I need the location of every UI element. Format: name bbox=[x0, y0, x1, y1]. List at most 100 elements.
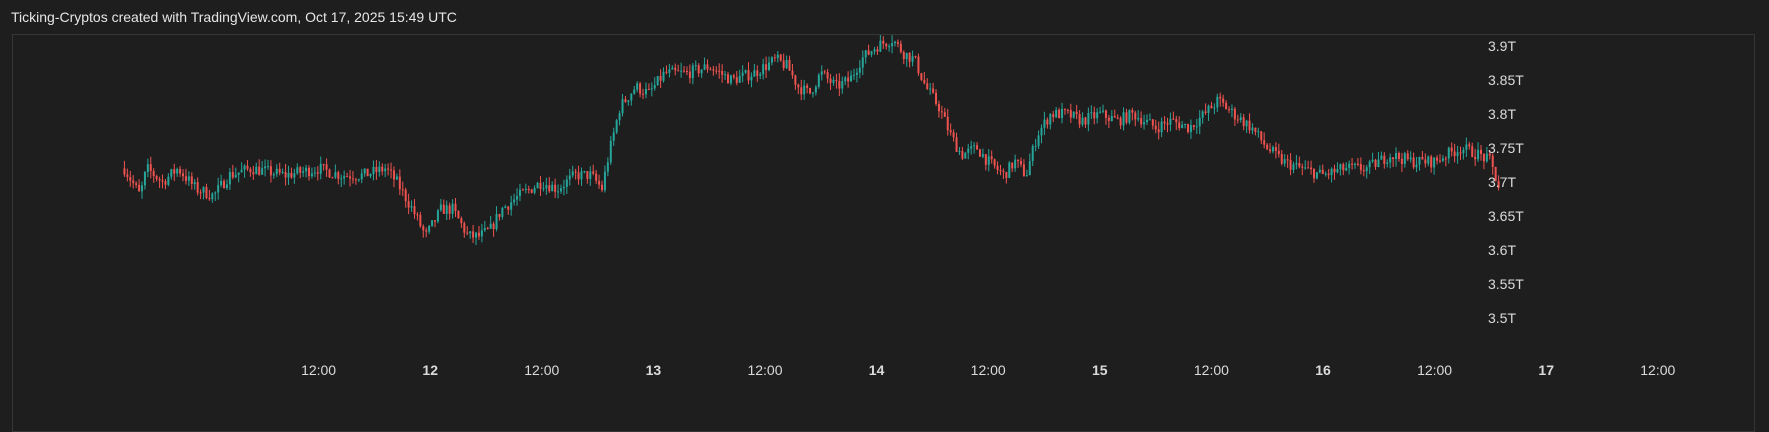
candle-down bbox=[1406, 153, 1409, 160]
candle-up bbox=[987, 156, 990, 165]
candle-up bbox=[513, 199, 516, 203]
candle-down bbox=[996, 165, 999, 171]
candle-down bbox=[231, 172, 234, 178]
candlestick-chart[interactable]: 3.9T 3.85T 3.8T 3.75T 3.7T 3.65T 3.6T 3.55T 3.5T… bbox=[13, 35, 1754, 431]
candle-up bbox=[1371, 159, 1374, 162]
candle-down bbox=[149, 164, 152, 171]
candle-down bbox=[914, 56, 917, 58]
candle-up bbox=[264, 166, 267, 169]
price-axis[interactable]: 3.9T 3.85T 3.8T 3.75T 3.7T 3.65T 3.6T 3.55T 3.5T bbox=[1488, 38, 1524, 326]
candle-up bbox=[841, 81, 844, 89]
candle-up bbox=[668, 69, 671, 73]
time-tick-label: 17 bbox=[1538, 362, 1554, 378]
candle-down bbox=[1107, 117, 1110, 121]
candle-down bbox=[800, 87, 803, 95]
candle-up bbox=[958, 151, 961, 153]
candle-up bbox=[776, 54, 779, 58]
candle-down bbox=[1450, 147, 1453, 152]
candle-down bbox=[867, 50, 870, 55]
candles-layer bbox=[123, 35, 1500, 246]
candle-up bbox=[1090, 112, 1093, 114]
candle-down bbox=[1397, 153, 1400, 159]
candle-down bbox=[683, 70, 686, 72]
candle-down bbox=[1263, 140, 1266, 145]
candle-up bbox=[1031, 146, 1034, 162]
candle-down bbox=[647, 88, 650, 90]
candle-down bbox=[923, 79, 926, 84]
chart-panel[interactable]: 3.9T 3.85T 3.8T 3.75T 3.7T 3.65T 3.6T 3.55T 3.5T… bbox=[12, 34, 1755, 432]
candle-down bbox=[791, 70, 794, 76]
candle-down bbox=[823, 71, 826, 73]
candle-down bbox=[940, 111, 943, 113]
candle-up bbox=[431, 220, 434, 226]
candle-down bbox=[1066, 109, 1069, 111]
candle-down bbox=[182, 173, 185, 177]
candle-down bbox=[126, 174, 129, 178]
candle-up bbox=[1148, 119, 1151, 121]
time-tick-label: 13 bbox=[646, 362, 662, 378]
candle-down bbox=[896, 41, 899, 44]
candle-down bbox=[539, 182, 542, 189]
candle-down bbox=[577, 172, 580, 180]
candle-up bbox=[214, 192, 217, 194]
candle-up bbox=[167, 176, 170, 185]
candle-up bbox=[220, 180, 223, 186]
candle-down bbox=[1219, 96, 1222, 99]
candle-down bbox=[688, 71, 691, 79]
price-tick-label: 3.5T bbox=[1488, 310, 1516, 326]
candle-down bbox=[932, 88, 935, 93]
candle-down bbox=[404, 189, 407, 202]
candle-down bbox=[530, 189, 533, 193]
candle-down bbox=[1494, 166, 1497, 182]
candle-down bbox=[659, 76, 662, 81]
candle-up bbox=[1345, 167, 1348, 171]
candle-up bbox=[811, 92, 814, 94]
candle-up bbox=[266, 166, 269, 168]
time-tick-label: 12:00 bbox=[747, 362, 782, 378]
candle-down bbox=[1327, 173, 1330, 176]
candle-up bbox=[744, 70, 747, 73]
candle-up bbox=[1447, 147, 1450, 159]
candle-down bbox=[1312, 169, 1315, 179]
candle-down bbox=[1131, 110, 1134, 113]
candle-up bbox=[1087, 113, 1090, 125]
candle-down bbox=[732, 75, 735, 78]
candle-down bbox=[1453, 151, 1456, 157]
candle-up bbox=[753, 70, 756, 77]
candle-up bbox=[612, 132, 615, 141]
candle-up bbox=[1181, 124, 1184, 129]
candle-down bbox=[161, 180, 164, 182]
candle-up bbox=[1195, 126, 1198, 128]
candle-down bbox=[1254, 127, 1257, 132]
candle-up bbox=[636, 83, 639, 90]
candle-up bbox=[911, 56, 914, 62]
candle-down bbox=[949, 130, 952, 133]
candle-down bbox=[1459, 152, 1462, 154]
time-axis[interactable]: 12:00 12 12:00 13 12:00 14 12:00 15 12:00 16 12:00… bbox=[301, 362, 1675, 378]
candle-up bbox=[533, 188, 536, 193]
candle-down bbox=[1069, 110, 1072, 118]
candle-up bbox=[630, 93, 633, 101]
candle-down bbox=[1242, 117, 1245, 127]
candle-up bbox=[1096, 112, 1099, 119]
candle-down bbox=[1491, 155, 1494, 167]
candle-down bbox=[398, 176, 401, 190]
candle-up bbox=[436, 210, 439, 222]
time-tick-label: 12:00 bbox=[1194, 362, 1229, 378]
candle-down bbox=[1488, 153, 1491, 156]
candle-down bbox=[196, 182, 199, 193]
candle-up bbox=[1245, 120, 1248, 127]
candle-up bbox=[237, 172, 240, 175]
candle-down bbox=[1412, 157, 1415, 168]
candle-down bbox=[976, 145, 979, 150]
candle-up bbox=[363, 168, 366, 174]
candle-up bbox=[557, 191, 560, 193]
candle-up bbox=[357, 179, 360, 181]
candle-down bbox=[1222, 98, 1225, 103]
candle-up bbox=[814, 86, 817, 93]
candle-up bbox=[1386, 162, 1389, 164]
candle-down bbox=[712, 69, 715, 71]
price-tick-label: 3.8T bbox=[1488, 106, 1516, 122]
candle-up bbox=[1271, 147, 1274, 152]
candle-up bbox=[680, 70, 683, 72]
